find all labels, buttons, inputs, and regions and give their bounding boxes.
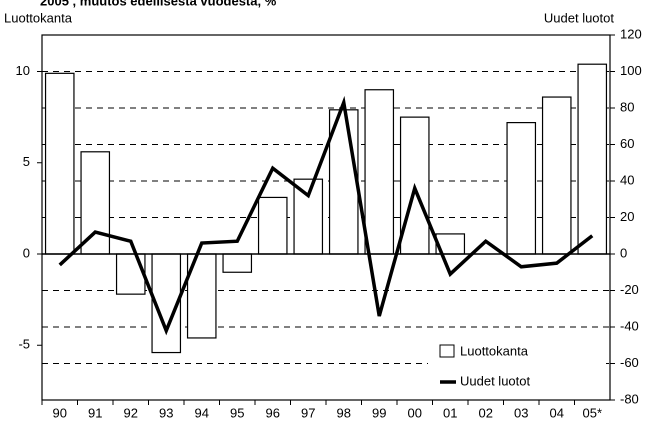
x-tick-label: 02 — [479, 405, 493, 420]
y2-tick-label: 120 — [620, 26, 642, 41]
line — [58, 95, 594, 336]
y2-tick-label: -80 — [620, 391, 639, 406]
bar — [115, 253, 146, 295]
x-tick-label: 03 — [514, 405, 528, 420]
x-tick-label: 01 — [443, 405, 457, 420]
y2-tick-label: -20 — [620, 282, 639, 297]
y2-tick-label: 0 — [620, 245, 627, 260]
bar — [44, 72, 75, 255]
legend-bg — [428, 336, 606, 396]
bar — [293, 178, 324, 255]
y-tick-label: 5 — [23, 154, 30, 169]
y-tick-label: 0 — [23, 245, 30, 260]
x-tick-label: 90 — [53, 405, 67, 420]
y-tick-label: -5 — [18, 337, 30, 352]
x-tick-label: 94 — [195, 405, 209, 420]
x-tick-label: 96 — [266, 405, 280, 420]
y2-tick-label: 60 — [620, 136, 634, 151]
x-tick-label: 99 — [372, 405, 386, 420]
y2-tick-label: 100 — [620, 63, 642, 78]
bar — [541, 96, 572, 255]
y2-tick-label: 20 — [620, 209, 634, 224]
y2-tick-label: -60 — [620, 355, 639, 370]
bar — [222, 253, 253, 273]
bar — [577, 63, 608, 255]
bar — [506, 121, 537, 255]
y2-tick-label: 40 — [620, 172, 634, 187]
plot-frame — [41, 34, 611, 401]
y-axis-label: Luottokanta — [4, 10, 73, 25]
legend-swatch — [439, 344, 455, 358]
x-tick-label: 05* — [582, 405, 602, 420]
bar — [257, 196, 288, 255]
y2-tick-label: -40 — [620, 318, 639, 333]
x-tick-label: 00 — [408, 405, 422, 420]
subtitle: 2005 , muutos edellisestä vuodesta, % — [40, 0, 277, 8]
x-tick-label: 98 — [337, 405, 351, 420]
x-tick-label: 97 — [301, 405, 315, 420]
bar — [80, 151, 111, 255]
x-tick-label: 92 — [124, 405, 138, 420]
y2-axis-label: Uudet luotot — [544, 10, 614, 25]
x-tick-label: 93 — [159, 405, 173, 420]
x-tick-label: 95 — [230, 405, 244, 420]
legend-label: Luottokanta — [460, 343, 529, 358]
y-tick-label: 10 — [16, 63, 30, 78]
y2-tick-label: 80 — [620, 99, 634, 114]
bar — [364, 89, 395, 255]
x-tick-label: 04 — [550, 405, 564, 420]
legend-label: Uudet luotot — [460, 373, 530, 388]
x-tick-label: 91 — [88, 405, 102, 420]
